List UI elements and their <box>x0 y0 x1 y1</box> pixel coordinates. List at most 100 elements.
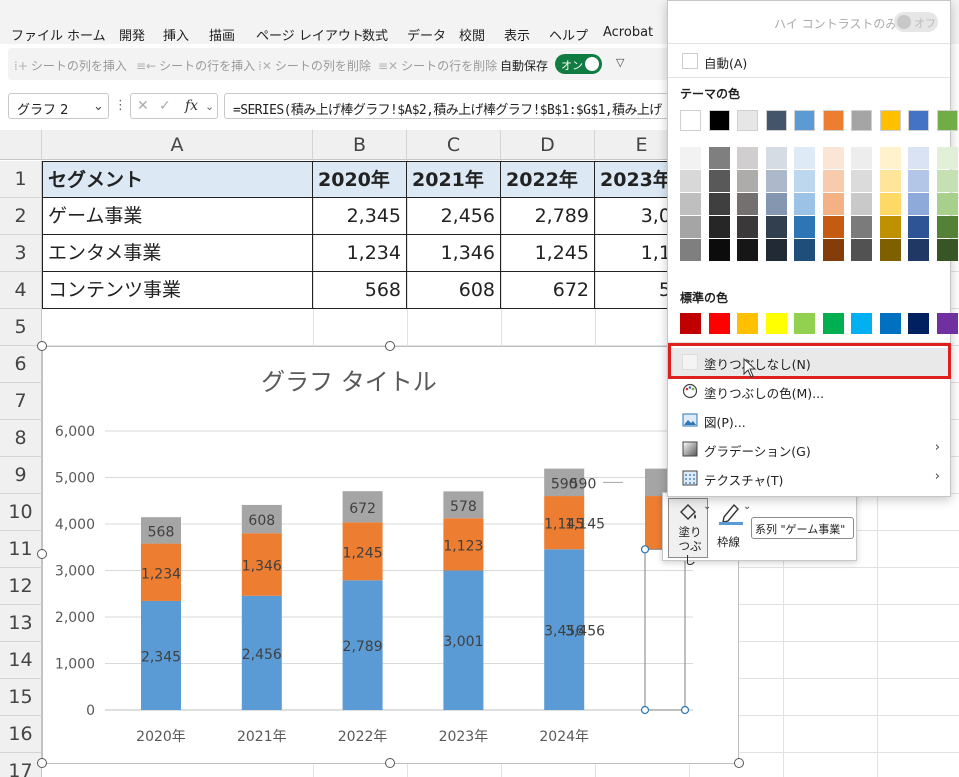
theme-shade-swatch[interactable] <box>822 193 844 215</box>
theme-shade-swatch[interactable] <box>822 239 844 261</box>
theme-shade-swatch[interactable] <box>794 147 815 169</box>
theme-shade-swatch[interactable] <box>879 147 901 169</box>
row-header-12[interactable]: 12 <box>0 568 42 605</box>
theme-shade-swatch[interactable] <box>765 193 787 215</box>
theme-shade-swatch[interactable] <box>680 147 701 169</box>
theme-color-swatch[interactable] <box>936 110 958 131</box>
chevron-down-icon[interactable]: ⌄ <box>93 99 104 114</box>
more-fill-colors-item[interactable]: 塗りつぶしの色(M)... <box>670 377 948 405</box>
tab-data[interactable]: データ <box>407 29 447 44</box>
theme-shade-swatch[interactable] <box>794 216 815 238</box>
theme-shade-swatch[interactable] <box>908 193 929 215</box>
tab-home[interactable]: ホーム <box>67 29 106 44</box>
theme-shade-swatch[interactable] <box>708 239 730 261</box>
theme-shade-swatch[interactable] <box>737 147 758 169</box>
autosave-toggle[interactable]: オン <box>555 54 602 74</box>
series-select[interactable]: 系列 "ゲーム事業" <box>751 517 854 539</box>
cell-a4[interactable]: コンテンツ事業 <box>42 272 313 309</box>
cell-b1[interactable]: 2020年 <box>313 161 407 198</box>
theme-shade-swatch[interactable] <box>908 239 929 261</box>
cell-a1[interactable]: セグメント <box>42 161 313 198</box>
row-header-7[interactable]: 7 <box>0 383 42 420</box>
theme-shade-swatch[interactable] <box>765 239 787 261</box>
theme-shade-swatch[interactable] <box>737 193 758 215</box>
tab-page-layout[interactable]: ページ レイアウト <box>256 29 364 44</box>
delete-sheet-columns-button[interactable]: ⁞✕ シートの列を削除 <box>258 57 371 74</box>
theme-shade-swatch[interactable] <box>708 193 730 215</box>
standard-color-swatch[interactable] <box>908 313 929 334</box>
tab-acrobat[interactable]: Acrobat <box>603 25 654 40</box>
cell-c4[interactable]: 608 <box>407 272 501 309</box>
row-header-15[interactable]: 15 <box>0 679 42 716</box>
cell-c3[interactable]: 1,346 <box>407 235 501 272</box>
column-header-d[interactable]: D <box>501 130 595 160</box>
insert-function-icon[interactable]: fx <box>185 98 199 114</box>
standard-color-swatch[interactable] <box>851 313 872 334</box>
cell-d4[interactable]: 672 <box>501 272 595 309</box>
tab-view[interactable]: 表示 <box>504 29 531 44</box>
theme-shade-swatch[interactable] <box>794 193 815 215</box>
tab-help[interactable]: ヘルプ <box>549 29 589 44</box>
fill-chevron-icon[interactable]: ⌄ <box>703 501 712 512</box>
row-header-6[interactable]: 6 <box>0 346 42 383</box>
row-header-8[interactable]: 8 <box>0 420 42 457</box>
standard-color-swatch[interactable] <box>765 313 787 334</box>
standard-color-swatch[interactable] <box>936 313 958 334</box>
cell-d3[interactable]: 1,245 <box>501 235 595 272</box>
cell-d2[interactable]: 2,789 <box>501 198 595 235</box>
outline-button[interactable]: 枠線 <box>715 498 749 553</box>
theme-color-swatch[interactable] <box>680 110 701 131</box>
picture-fill-item[interactable]: 図(P)... <box>670 406 948 434</box>
theme-shade-swatch[interactable] <box>794 239 815 261</box>
select-all-corner[interactable] <box>0 130 42 160</box>
theme-shade-swatch[interactable] <box>765 216 787 238</box>
resize-handle-bottom-left[interactable] <box>37 758 47 768</box>
standard-color-swatch[interactable] <box>737 313 758 334</box>
cell-b2[interactable]: 2,345 <box>313 198 407 235</box>
standard-color-swatch[interactable] <box>879 313 901 334</box>
theme-shade-swatch[interactable] <box>708 170 730 192</box>
theme-shade-swatch[interactable] <box>822 147 844 169</box>
theme-color-swatch[interactable] <box>879 110 901 131</box>
theme-shade-swatch[interactable] <box>737 216 758 238</box>
theme-shade-swatch[interactable] <box>936 193 958 215</box>
theme-shade-swatch[interactable] <box>737 239 758 261</box>
row-header-11[interactable]: 11 <box>0 531 42 568</box>
formula-input[interactable]: =SERIES(積み上げ棒グラフ!$A$2,積み上げ棒グラフ!$B$1:$G$1… <box>224 93 674 119</box>
row-header-2[interactable]: 2 <box>0 198 42 235</box>
cell-c2[interactable]: 2,456 <box>407 198 501 235</box>
theme-shade-swatch[interactable] <box>794 170 815 192</box>
standard-color-swatch[interactable] <box>822 313 844 334</box>
row-header-3[interactable]: 3 <box>0 235 42 272</box>
row-header-10[interactable]: 10 <box>0 494 42 531</box>
row-header-5[interactable]: 5 <box>0 309 42 346</box>
tab-developer[interactable]: 開発 <box>119 29 146 44</box>
texture-fill-item[interactable]: テクスチャ(T) › <box>670 464 948 492</box>
no-fill-item[interactable]: 塗りつぶしなし(N) <box>670 348 948 376</box>
theme-shade-swatch[interactable] <box>680 170 701 192</box>
customize-toolbar-icon[interactable]: ▽ <box>616 56 625 69</box>
theme-shade-swatch[interactable] <box>908 170 929 192</box>
theme-shade-swatch[interactable] <box>879 193 901 215</box>
theme-shade-swatch[interactable] <box>765 147 787 169</box>
row-header-14[interactable]: 14 <box>0 642 42 679</box>
tab-formulas[interactable]: 数式 <box>362 29 389 44</box>
tab-review[interactable]: 校閲 <box>459 29 486 44</box>
theme-shade-swatch[interactable] <box>708 147 730 169</box>
theme-shade-swatch[interactable] <box>680 216 701 238</box>
theme-shade-swatch[interactable] <box>908 216 929 238</box>
theme-color-swatch[interactable] <box>765 110 787 131</box>
theme-shade-swatch[interactable] <box>680 239 701 261</box>
stacked-bar-chart[interactable]: グラフ タイトル 0 1,000 2,000 3,000 4,000 5,000 6,000 2… <box>42 346 739 764</box>
resize-handle-top-left[interactable] <box>37 341 47 351</box>
theme-shade-swatch[interactable] <box>851 216 872 238</box>
theme-shade-swatch[interactable] <box>851 239 872 261</box>
theme-shade-swatch[interactable] <box>765 170 787 192</box>
resize-handle-left[interactable] <box>37 549 47 559</box>
row-header-1[interactable]: 1 <box>0 161 42 198</box>
row-header-4[interactable]: 4 <box>0 272 42 309</box>
standard-color-swatch[interactable] <box>680 313 701 334</box>
cell-a3[interactable]: エンタメ事業 <box>42 235 313 272</box>
theme-shade-swatch[interactable] <box>822 216 844 238</box>
theme-shade-swatch[interactable] <box>879 239 901 261</box>
